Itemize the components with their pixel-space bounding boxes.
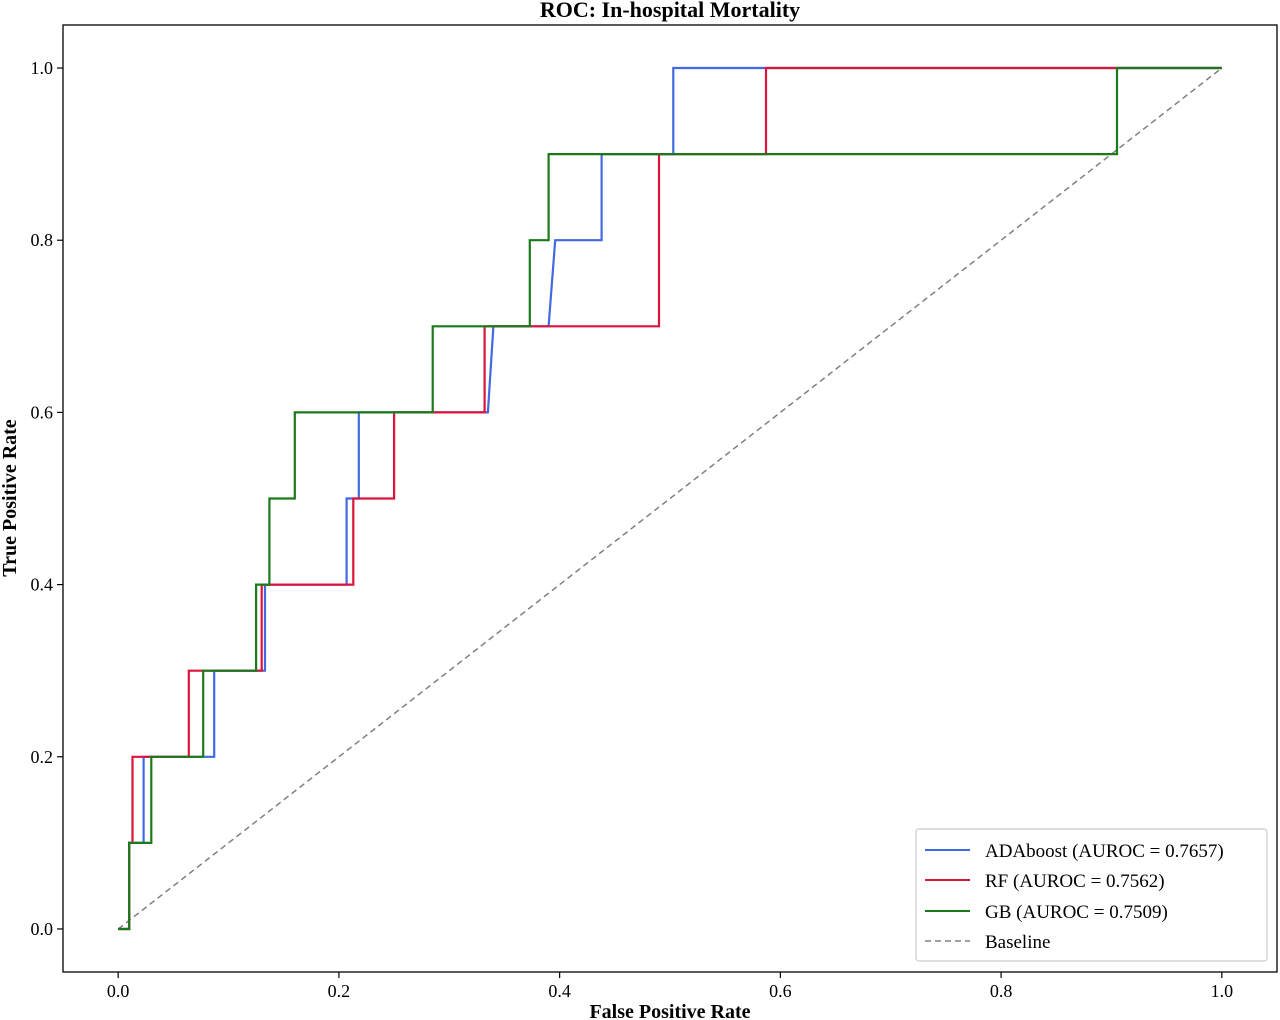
legend: ADAboost (AUROC = 0.7657) RF (AUROC = 0.… — [915, 828, 1268, 962]
y-tick-label: 0.4 — [31, 575, 54, 595]
ticks-layer: 0.0 0.2 0.4 0.6 0.8 1.0 0.0 0.2 0.4 0.6 0.8 1.0 — [31, 58, 1234, 1001]
legend-label-gb: GB (AUROC = 0.7509) — [985, 902, 1168, 923]
y-tick-label: 0.6 — [31, 402, 54, 422]
x-axis-label: False Positive Rate — [589, 1001, 750, 1020]
series-line-baseline — [117, 67, 1223, 930]
chart-title: ROC: In-hospital Mortality — [540, 0, 800, 22]
x-tick-label: 0.0 — [107, 981, 130, 1001]
legend-entry-rf: RF (AUROC = 0.7562) — [925, 871, 1165, 892]
legend-label-baseline: Baseline — [985, 932, 1050, 953]
x-tick-label: 0.8 — [990, 981, 1013, 1001]
legend-box — [915, 828, 1268, 962]
legend-entry-baseline: Baseline — [925, 932, 1050, 953]
series-line-rf — [118, 66, 1222, 931]
x-tick-label: 0.6 — [769, 981, 792, 1001]
series-layer — [117, 66, 1223, 931]
x-tick-label: 0.2 — [328, 981, 351, 1001]
y-tick-label: 0.0 — [31, 919, 54, 939]
series-line-gb — [118, 66, 1222, 931]
x-tick-label: 1.0 — [1211, 981, 1234, 1001]
y-axis-label: True Positive Rate — [0, 419, 21, 576]
y-tick-label: 1.0 — [31, 58, 54, 78]
legend-entry-gb: GB (AUROC = 0.7509) — [925, 902, 1168, 923]
legend-entry-adaboost: ADAboost (AUROC = 0.7657) — [925, 841, 1224, 862]
y-tick-label: 0.2 — [31, 747, 54, 767]
x-tick-label: 0.4 — [548, 981, 571, 1001]
legend-label-rf: RF (AUROC = 0.7562) — [985, 871, 1165, 892]
plot-frame — [62, 24, 1278, 973]
legend-label-adaboost: ADAboost (AUROC = 0.7657) — [985, 841, 1224, 862]
y-tick-label: 0.8 — [31, 230, 54, 250]
